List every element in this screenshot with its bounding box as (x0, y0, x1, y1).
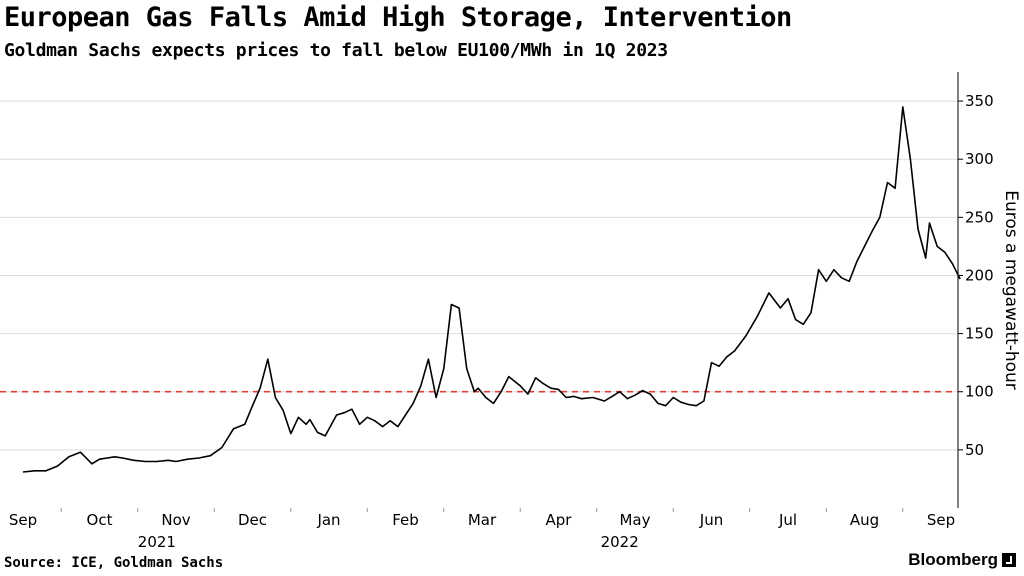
y-tick-label: 300 (965, 150, 994, 168)
x-tick-label: Oct (87, 511, 113, 529)
y-axis-ticks: 50 100 150 200 250 300 350 (958, 92, 994, 459)
x-tick-label: Apr (546, 511, 573, 529)
x-tick-label: Jul (778, 511, 797, 529)
gas-price-series-line (22, 106, 961, 473)
brand-name: Bloomberg (908, 550, 998, 569)
y-axis-label: Euros a megawatt-hour (1001, 190, 1021, 390)
x-tick-label: Sep (9, 511, 37, 529)
x-tick-label: Jan (316, 511, 340, 529)
chart-title: European Gas Falls Amid High Storage, In… (4, 2, 792, 33)
y-tick-label: 150 (965, 325, 994, 343)
x-year-label: 2021 (138, 533, 176, 551)
y-tick-label: 100 (965, 383, 994, 401)
x-tick-label: Feb (392, 511, 419, 529)
y-tick-label: 200 (965, 266, 994, 284)
y-tick-label: 50 (965, 441, 984, 459)
x-axis-ticks: Sep Oct Nov Dec Jan Feb Mar Apr May Jun Jul Aug Sep 2… (9, 508, 955, 551)
x-tick-label: Nov (161, 511, 190, 529)
y-tick-label: 350 (965, 92, 994, 110)
brand-logo: Bloomberg (908, 550, 1016, 570)
source-note: Source: ICE, Goldman Sachs (4, 555, 224, 571)
x-tick-label: Aug (850, 511, 879, 529)
x-tick-label: Mar (468, 511, 497, 529)
x-tick-label: Sep (927, 511, 955, 529)
bloomberg-terminal-icon (1002, 553, 1016, 567)
grid-lines (0, 100, 958, 451)
y-tick-label: 250 (965, 208, 994, 226)
chart-subtitle: Goldman Sachs expects prices to fall bel… (4, 40, 668, 61)
x-tick-label: May (619, 511, 650, 529)
x-tick-label: Dec (238, 511, 267, 529)
x-tick-label: Jun (699, 511, 723, 529)
x-year-label: 2022 (601, 533, 639, 551)
